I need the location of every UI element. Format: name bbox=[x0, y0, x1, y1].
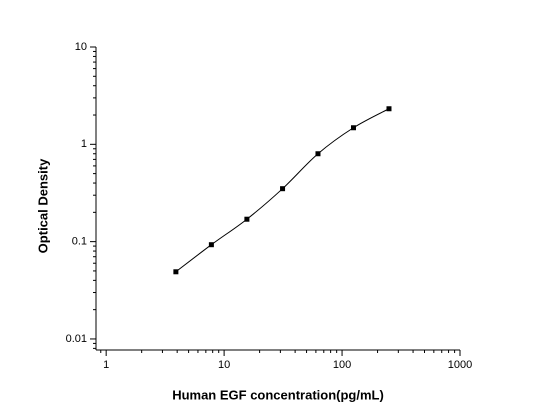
data-point bbox=[350, 125, 356, 131]
y-tick-label: 1 bbox=[81, 138, 87, 150]
data-point bbox=[173, 269, 179, 275]
y-tick-label: 10 bbox=[75, 41, 87, 53]
data-point bbox=[244, 216, 250, 222]
data-point bbox=[315, 151, 321, 157]
x-tick-label: 1 bbox=[103, 359, 109, 371]
data-point bbox=[208, 242, 214, 248]
x-tick-label: 1000 bbox=[448, 359, 472, 371]
y-axis-title: Optical Density bbox=[35, 158, 50, 253]
x-tick-label: 10 bbox=[218, 359, 230, 371]
data-point bbox=[386, 106, 392, 112]
y-tick-label: 0.01 bbox=[66, 333, 87, 345]
data-point bbox=[280, 186, 286, 192]
x-axis-title: Human EGF concentration(pg/mL) bbox=[172, 387, 384, 402]
x-tick-label: 100 bbox=[333, 359, 351, 371]
y-tick-label: 0.1 bbox=[72, 236, 87, 248]
